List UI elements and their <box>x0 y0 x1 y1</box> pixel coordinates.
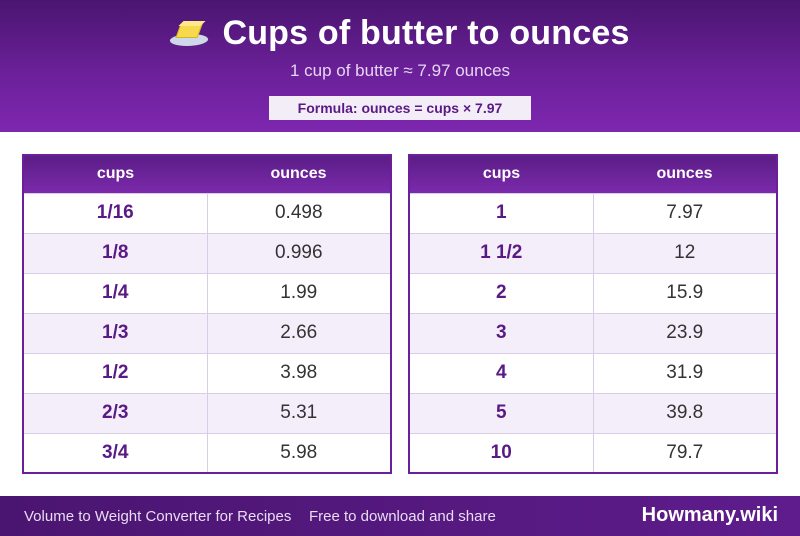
table-row: 1 1/2 12 <box>409 232 777 273</box>
cups-cell: 1 1/2 <box>409 232 594 273</box>
table-row: 4 31.9 <box>409 352 777 393</box>
cups-cell: 1/2 <box>23 352 208 393</box>
cups-cell: 10 <box>409 432 594 473</box>
cups-cell: 1/16 <box>23 192 208 233</box>
ounces-cell: 7.97 <box>593 192 777 233</box>
conversion-table-left: cups ounces 1/16 0.498 1/8 0.996 1/4 1.99 1… <box>22 154 392 474</box>
cups-cell: 1/4 <box>23 272 208 313</box>
table-row: 3/4 5.98 <box>23 432 391 473</box>
column-header-cups: cups <box>409 155 593 193</box>
table-row: 2/3 5.31 <box>23 392 391 433</box>
column-header-cups: cups <box>23 155 207 193</box>
table-header-row: cups ounces <box>23 155 391 193</box>
cups-cell: 5 <box>409 392 594 433</box>
table-row: 5 39.8 <box>409 392 777 433</box>
formula-box: Formula: ounces = cups × 7.97 <box>269 96 531 120</box>
title-row: Cups of butter to ounces <box>0 14 800 53</box>
ounces-cell: 31.9 <box>593 352 777 393</box>
column-header-ounces: ounces <box>207 155 391 193</box>
table-row: 1/4 1.99 <box>23 272 391 313</box>
table-row: 3 23.9 <box>409 312 777 353</box>
ounces-cell: 23.9 <box>593 312 777 353</box>
ounces-cell: 3.98 <box>207 352 391 393</box>
cups-cell: 2/3 <box>23 392 208 433</box>
footer-share-note: Free to download and share <box>309 508 496 525</box>
cups-cell: 1/8 <box>23 232 208 273</box>
butter-icon <box>168 19 211 49</box>
ounces-cell: 79.7 <box>593 432 777 473</box>
ounces-cell: 0.996 <box>207 232 391 273</box>
cups-cell: 2 <box>409 272 594 313</box>
ounces-cell: 5.98 <box>207 432 391 473</box>
ounces-cell: 39.8 <box>593 392 777 433</box>
footer-brand-logo[interactable]: Howmany.wiki <box>641 504 778 526</box>
table-row: 1/3 2.66 <box>23 312 391 353</box>
ounces-cell: 5.31 <box>207 392 391 433</box>
cups-cell: 1/3 <box>23 312 208 353</box>
column-header-ounces: ounces <box>593 155 777 193</box>
cups-cell: 3 <box>409 312 594 353</box>
header: Cups of butter to ounces 1 cup of butter… <box>0 0 800 132</box>
ounces-cell: 1.99 <box>207 272 391 313</box>
table-header-row: cups ounces <box>409 155 777 193</box>
table-row: 1/8 0.996 <box>23 232 391 273</box>
ounces-cell: 0.498 <box>207 192 391 233</box>
ounces-cell: 2.66 <box>207 312 391 353</box>
table-row: 10 79.7 <box>409 432 777 473</box>
ounces-cell: 12 <box>593 232 777 273</box>
ounces-cell: 15.9 <box>593 272 777 313</box>
table-row: 1/16 0.498 <box>23 192 391 233</box>
footer-site-description: Volume to Weight Converter for Recipes <box>24 508 292 525</box>
page-title: Cups of butter to ounces <box>222 14 630 52</box>
cups-cell: 4 <box>409 352 594 393</box>
cups-cell: 1 <box>409 192 594 233</box>
cups-cell: 3/4 <box>23 432 208 473</box>
subtitle: 1 cup of butter ≈ 7.97 ounces <box>289 61 511 80</box>
footer: Volume to Weight Converter for Recipes F… <box>0 496 800 536</box>
table-row: 1 7.97 <box>409 192 777 233</box>
table-row: 1/2 3.98 <box>23 352 391 393</box>
table-row: 2 15.9 <box>409 272 777 313</box>
